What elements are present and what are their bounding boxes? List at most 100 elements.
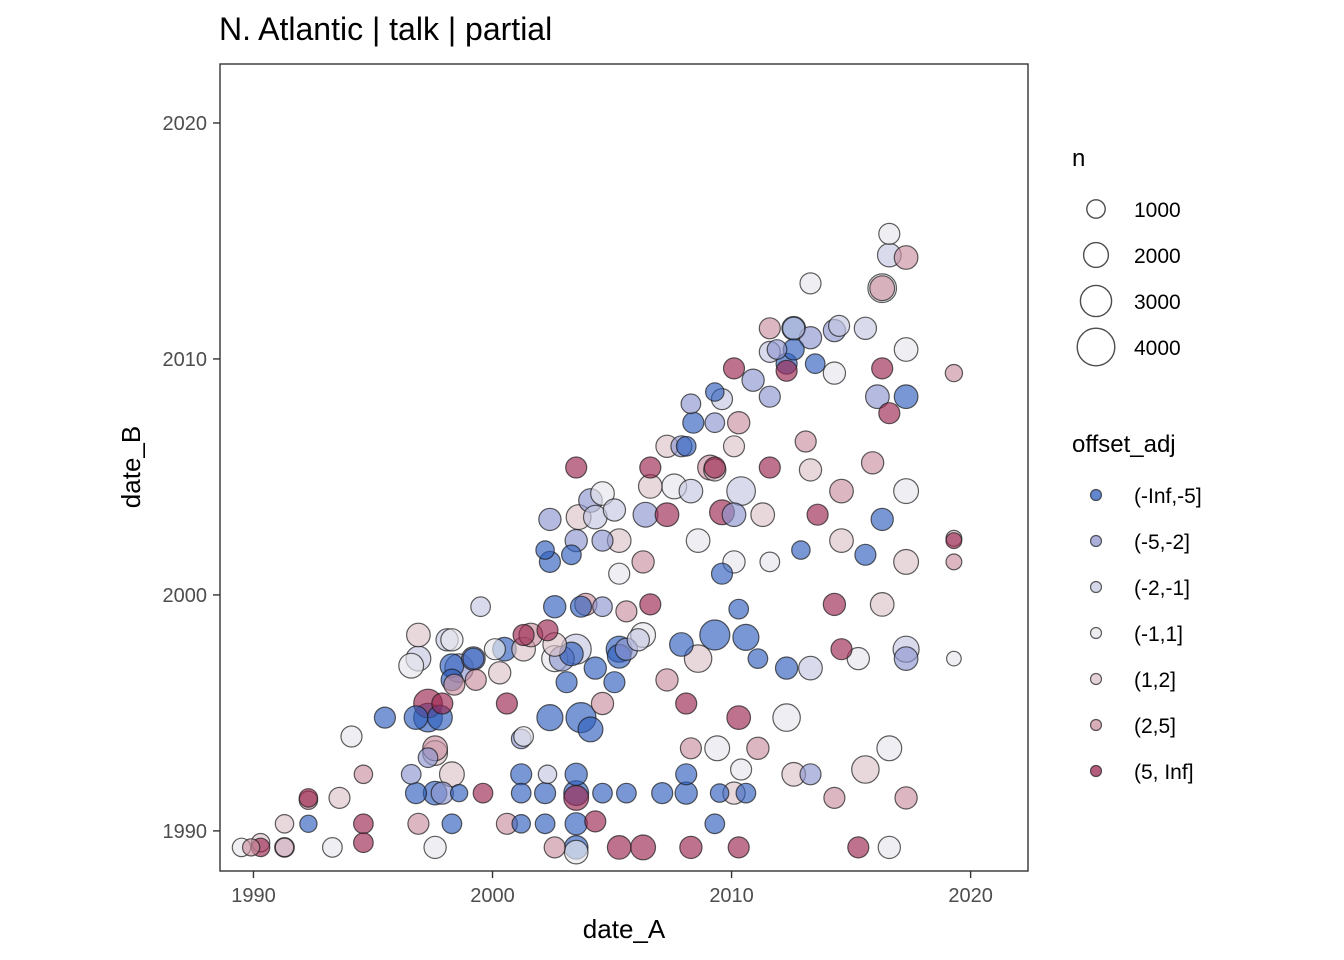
data-point xyxy=(806,503,829,526)
size-legend-key xyxy=(1082,241,1110,269)
color-legend-title: offset_adj xyxy=(1072,431,1176,458)
data-point xyxy=(510,782,532,804)
size-legend-label: 2000 xyxy=(1134,245,1181,268)
data-point xyxy=(722,435,746,458)
data-point xyxy=(869,275,896,302)
data-point xyxy=(829,478,854,504)
y-axis-title: date_B xyxy=(116,426,146,508)
data-point xyxy=(654,502,680,528)
data-point xyxy=(431,692,454,715)
data-point xyxy=(373,706,396,729)
data-point xyxy=(440,628,464,652)
color-legend-label: (-5,-2] xyxy=(1134,531,1190,554)
data-point xyxy=(750,502,776,528)
data-point xyxy=(675,435,697,457)
data-point xyxy=(602,498,627,522)
data-point xyxy=(536,619,559,642)
color-legend: (-Inf,-5] (-5,-2] (-2,-1] (-1,1] (1,2] (2,5] (… xyxy=(1089,485,1202,784)
size-legend-label: 4000 xyxy=(1134,337,1181,360)
data-point xyxy=(799,763,822,786)
data-point xyxy=(533,781,557,805)
data-point xyxy=(679,737,703,760)
data-point xyxy=(404,781,428,805)
color-legend-label: (5, Inf] xyxy=(1134,761,1194,784)
size-legend-label: 3000 xyxy=(1134,291,1181,314)
data-point xyxy=(590,691,615,716)
color-legend-label: (-1,1] xyxy=(1134,623,1183,646)
data-point xyxy=(591,529,614,552)
data-point xyxy=(893,384,919,410)
data-point xyxy=(555,671,578,694)
data-point xyxy=(758,385,781,408)
data-point xyxy=(400,763,422,785)
data-point xyxy=(729,758,753,781)
data-point xyxy=(564,762,588,787)
data-point xyxy=(274,813,295,834)
data-point xyxy=(241,838,261,857)
data-point xyxy=(721,502,747,528)
data-point xyxy=(728,598,750,620)
data-point xyxy=(704,412,726,434)
data-point xyxy=(869,592,895,617)
data-point xyxy=(704,735,731,762)
data-point xyxy=(535,540,555,560)
x-tick-label: 2020 xyxy=(948,885,993,907)
size-legend-title: n xyxy=(1072,145,1085,172)
x-axis-title: date_A xyxy=(583,914,666,944)
data-point xyxy=(274,837,295,858)
data-point xyxy=(488,661,512,685)
data-point xyxy=(322,837,343,858)
data-point xyxy=(946,650,962,667)
data-point xyxy=(704,382,725,402)
axes-layer: 1990 2000 2010 2020 1990 2000 2010 2020 xyxy=(163,113,993,907)
data-point xyxy=(675,692,698,715)
color-legend-key xyxy=(1089,488,1103,502)
data-point xyxy=(483,638,506,661)
data-point xyxy=(823,786,846,810)
data-point xyxy=(766,339,788,360)
data-point xyxy=(655,668,679,692)
data-point xyxy=(680,393,702,415)
data-point xyxy=(741,368,765,392)
data-point xyxy=(876,735,903,762)
data-point xyxy=(462,647,485,670)
color-legend-key xyxy=(1089,626,1103,640)
data-point xyxy=(608,562,631,585)
data-point xyxy=(583,656,608,680)
data-point xyxy=(829,528,854,553)
data-point xyxy=(870,507,894,532)
data-point xyxy=(893,646,919,671)
data-point xyxy=(704,813,726,835)
data-point xyxy=(464,668,487,692)
data-point xyxy=(710,562,734,585)
data-point xyxy=(534,813,556,835)
color-legend-key xyxy=(1089,534,1103,548)
data-point xyxy=(709,783,730,803)
data-point xyxy=(827,314,851,337)
data-point xyxy=(679,835,703,860)
data-point xyxy=(353,764,374,785)
plot-panel xyxy=(219,63,1029,872)
data-point xyxy=(877,835,902,860)
data-point xyxy=(794,430,817,453)
data-point xyxy=(543,595,567,619)
data-point xyxy=(538,507,562,532)
data-point xyxy=(577,716,604,743)
data-point xyxy=(563,784,590,811)
data-point xyxy=(626,628,651,652)
data-point xyxy=(893,245,919,270)
x-tick-label: 2010 xyxy=(709,885,754,907)
data-point xyxy=(630,834,657,861)
data-point xyxy=(615,600,638,623)
data-point xyxy=(631,550,655,574)
data-point xyxy=(592,596,613,618)
size-legend-key xyxy=(1086,199,1106,219)
data-point xyxy=(639,456,662,479)
color-legend-label: (-2,-1] xyxy=(1134,577,1190,600)
data-point xyxy=(616,782,637,804)
data-point xyxy=(328,786,351,810)
data-point xyxy=(945,532,963,550)
data-point xyxy=(735,782,757,804)
x-tick-label: 1990 xyxy=(231,885,276,907)
